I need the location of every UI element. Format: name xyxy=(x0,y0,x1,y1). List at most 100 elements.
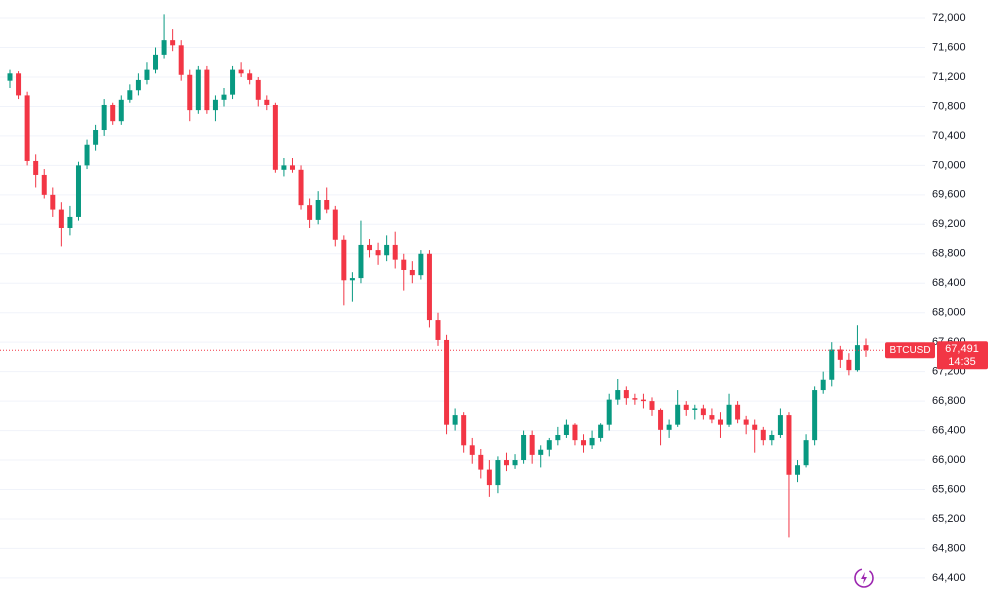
candle-body xyxy=(581,440,587,446)
candle-body xyxy=(598,424,604,438)
candle-body xyxy=(221,94,227,100)
symbol-label: BTCUSD xyxy=(889,345,930,356)
countdown-label: 14:35 xyxy=(948,356,976,368)
candle-body xyxy=(546,440,552,450)
candle-body xyxy=(512,460,518,466)
candle-body xyxy=(615,390,621,400)
candle-body xyxy=(272,104,278,170)
candle-body xyxy=(298,169,304,206)
candle-body xyxy=(461,415,467,446)
candle-body xyxy=(444,339,450,425)
candle-body xyxy=(101,104,107,131)
y-tick-label: 68,800 xyxy=(932,248,966,260)
candle-body xyxy=(161,40,167,55)
candle-body xyxy=(178,45,184,75)
candle-body xyxy=(144,69,150,80)
candle-body xyxy=(649,401,655,410)
candle-body xyxy=(572,424,578,441)
candle-body xyxy=(675,404,681,425)
candle-body xyxy=(700,408,706,416)
candle-body xyxy=(349,278,355,281)
candle-body xyxy=(777,415,783,435)
candle-body xyxy=(486,469,492,486)
candle-body xyxy=(384,244,390,256)
symbol-tag xyxy=(885,342,935,359)
candle-body xyxy=(820,379,826,391)
y-tick-label: 70,400 xyxy=(932,130,966,142)
candle-body xyxy=(503,460,509,466)
candle-body xyxy=(709,415,715,420)
candle-body xyxy=(204,69,210,111)
candle-body xyxy=(760,429,766,441)
candle-body xyxy=(786,415,792,475)
candle-body xyxy=(238,69,244,74)
candle-body xyxy=(50,194,56,210)
y-tick-label: 71,200 xyxy=(932,71,966,83)
candle-body xyxy=(75,165,81,217)
candle-body xyxy=(324,200,330,210)
y-tick-label: 65,600 xyxy=(932,483,966,495)
candle-body xyxy=(153,54,159,70)
candle-body xyxy=(846,359,852,371)
candle-body xyxy=(281,165,287,170)
y-tick-label: 66,800 xyxy=(932,395,966,407)
candle-body xyxy=(658,409,664,430)
candle-body xyxy=(358,244,364,279)
y-tick-label: 66,400 xyxy=(932,424,966,436)
candle-body xyxy=(606,399,612,425)
candle-body xyxy=(803,440,809,466)
y-tick-label: 65,200 xyxy=(932,513,966,525)
candle-body xyxy=(247,73,253,80)
candle-body xyxy=(418,253,424,276)
y-tick-label: 71,600 xyxy=(932,41,966,53)
candle-body xyxy=(769,434,775,441)
candle-body xyxy=(187,74,193,111)
candle-body xyxy=(854,345,860,371)
y-tick-label: 72,000 xyxy=(932,12,966,24)
candle-body xyxy=(623,390,629,399)
candle-body xyxy=(7,73,13,81)
candle-body xyxy=(589,437,595,446)
candle-body xyxy=(289,165,295,170)
candle-body xyxy=(837,349,843,360)
candle-body xyxy=(735,404,741,420)
candle-body xyxy=(726,404,732,425)
candle-body xyxy=(118,99,124,122)
candle-body xyxy=(863,345,869,351)
candle-body xyxy=(264,99,270,105)
price-label: 67,491 xyxy=(945,343,979,355)
candle-body xyxy=(170,40,176,46)
candle-body xyxy=(93,130,99,145)
candle-body xyxy=(230,69,236,95)
y-tick-label: 70,000 xyxy=(932,159,966,171)
candle-body xyxy=(795,465,801,475)
candle-body xyxy=(212,99,218,111)
candle-body xyxy=(332,209,338,240)
candle-body xyxy=(555,434,561,441)
y-tick-label: 69,600 xyxy=(932,189,966,201)
candle-body xyxy=(538,449,544,455)
y-tick-label: 68,400 xyxy=(932,277,966,289)
y-tick-label: 68,000 xyxy=(932,307,966,319)
icon xyxy=(854,568,874,588)
candle-body xyxy=(375,250,381,256)
candle-body xyxy=(67,216,73,228)
candle-body xyxy=(495,460,501,486)
y-tick-label: 69,200 xyxy=(932,218,966,230)
candle-body xyxy=(127,90,133,100)
y-tick-label: 64,800 xyxy=(932,542,966,554)
candle-body xyxy=(683,404,689,410)
candle-body xyxy=(315,200,321,220)
candle-body xyxy=(307,205,313,220)
candle-body xyxy=(563,424,569,435)
candle-body xyxy=(401,259,407,270)
candle-body xyxy=(812,390,818,441)
candle-body xyxy=(752,424,758,430)
candle-body xyxy=(41,174,47,195)
candle-body xyxy=(632,398,638,400)
candle-body xyxy=(24,95,30,161)
candle-body xyxy=(341,239,347,281)
candle-body xyxy=(717,419,723,425)
y-tick-label: 64,400 xyxy=(932,572,966,584)
